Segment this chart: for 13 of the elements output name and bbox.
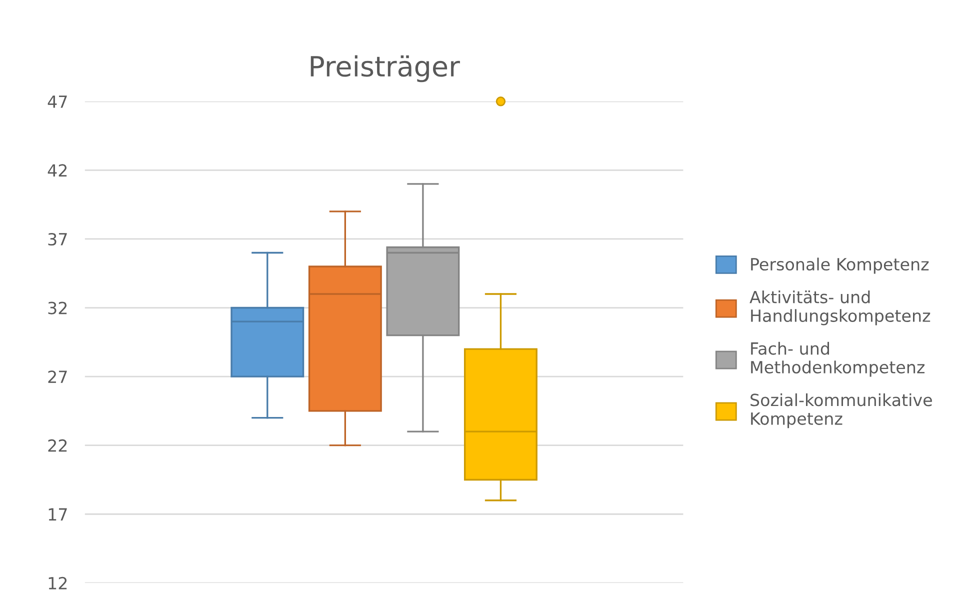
legend-label: Personale Kompetenz: [751, 258, 929, 274]
legend-label: Sozial-kommunikative Kompetenz: [750, 393, 932, 428]
y-tick-label: 42: [48, 164, 67, 177]
y-tick-label: 17: [48, 508, 67, 520]
y-tick-label: 27: [48, 370, 67, 383]
legend-label: Aktivitäts- und Handlungskompetenz: [750, 290, 930, 326]
y-tick-label: 22: [48, 439, 67, 452]
y-tick-label: 32: [48, 302, 67, 314]
y-tick-label: 37: [48, 232, 67, 246]
y-tick-label: 12: [48, 576, 67, 590]
legend-label: Fach- und Methodenkompetenz: [751, 342, 925, 377]
y-tick-label: 47: [48, 96, 67, 108]
chart-title: Preisträger: [310, 55, 460, 82]
